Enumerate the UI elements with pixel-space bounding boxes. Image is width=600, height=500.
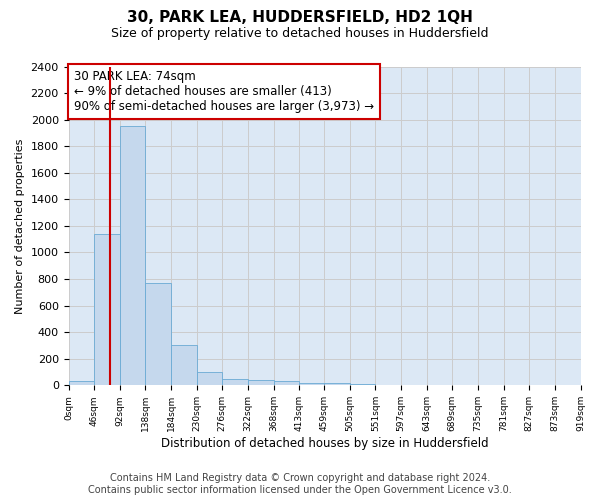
Bar [350,384,376,386]
Bar [94,234,120,386]
Bar [171,346,197,386]
Bar [274,380,299,386]
Bar [248,380,274,386]
Bar [324,384,350,386]
Bar [376,384,401,386]
Bar [299,382,324,386]
Text: 30, PARK LEA, HUDDERSFIELD, HD2 1QH: 30, PARK LEA, HUDDERSFIELD, HD2 1QH [127,10,473,25]
X-axis label: Distribution of detached houses by size in Huddersfield: Distribution of detached houses by size … [161,437,488,450]
Text: 30 PARK LEA: 74sqm
← 9% of detached houses are smaller (413)
90% of semi-detache: 30 PARK LEA: 74sqm ← 9% of detached hous… [74,70,374,112]
Bar [68,380,94,386]
Text: Contains HM Land Registry data © Crown copyright and database right 2024.
Contai: Contains HM Land Registry data © Crown c… [88,474,512,495]
Bar [145,283,171,386]
Text: Size of property relative to detached houses in Huddersfield: Size of property relative to detached ho… [111,28,489,40]
Bar [197,372,222,386]
Bar [120,126,145,386]
Bar [222,378,248,386]
Y-axis label: Number of detached properties: Number of detached properties [15,138,25,314]
